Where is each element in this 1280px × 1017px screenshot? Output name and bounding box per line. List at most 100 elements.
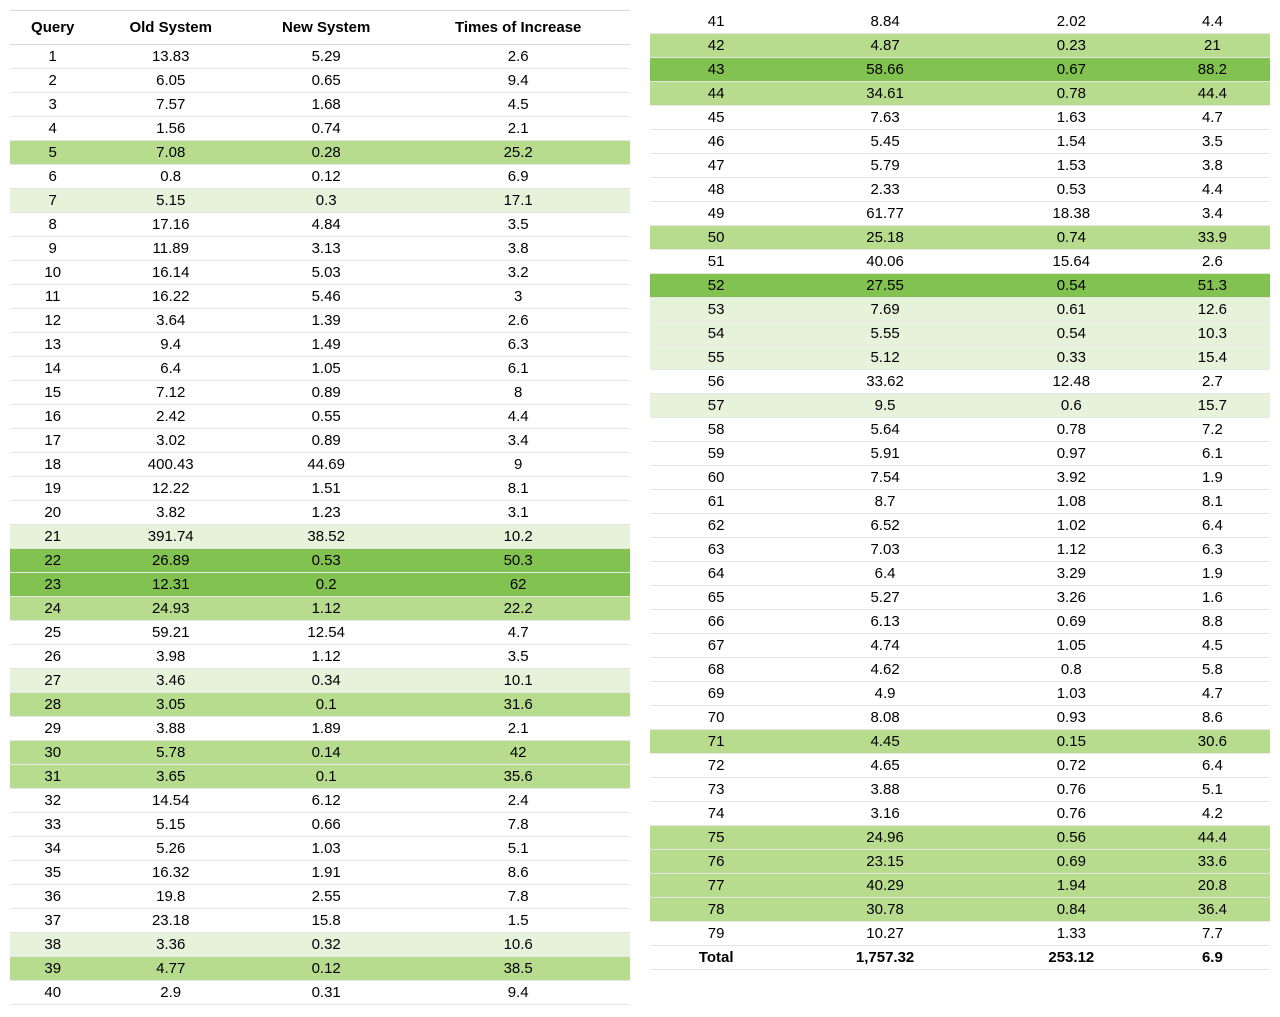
query-cell: 65 xyxy=(650,586,782,610)
query-cell: 6 xyxy=(10,165,95,189)
inc-cell: 7.8 xyxy=(406,885,630,909)
new-cell: 1.94 xyxy=(988,874,1155,898)
table-row: 465.451.543.5 xyxy=(650,130,1270,154)
table-row: 579.50.615.7 xyxy=(650,394,1270,418)
old-cell: 59.21 xyxy=(95,621,246,645)
old-cell: 10.27 xyxy=(782,922,988,946)
table-row: 655.273.261.6 xyxy=(650,586,1270,610)
old-cell: 3.88 xyxy=(782,778,988,802)
inc-cell: 7.7 xyxy=(1155,922,1270,946)
old-cell: 26.89 xyxy=(95,549,246,573)
table-row: 555.120.3315.4 xyxy=(650,346,1270,370)
inc-cell: 42 xyxy=(406,741,630,765)
inc-cell: 44.4 xyxy=(1155,826,1270,850)
inc-cell: 35.6 xyxy=(406,765,630,789)
inc-cell: 8.6 xyxy=(406,861,630,885)
inc-cell: 3.4 xyxy=(1155,202,1270,226)
inc-cell: 9.4 xyxy=(406,69,630,93)
tables-wrap: QueryOld SystemNew SystemTimes of Increa… xyxy=(10,10,1270,1005)
inc-cell: 6.1 xyxy=(1155,442,1270,466)
table-row: 7910.271.337.7 xyxy=(650,922,1270,946)
query-cell: 26 xyxy=(10,645,95,669)
query-cell: 3 xyxy=(10,93,95,117)
table-row: 545.550.5410.3 xyxy=(650,322,1270,346)
table-row: 335.150.667.8 xyxy=(10,813,630,837)
old-cell: 5.45 xyxy=(782,130,988,154)
table-row: 173.020.893.4 xyxy=(10,429,630,453)
perf-table-left: QueryOld SystemNew SystemTimes of Increa… xyxy=(10,10,630,1005)
query-cell: 1 xyxy=(10,45,95,69)
query-cell: 32 xyxy=(10,789,95,813)
query-cell: 60 xyxy=(650,466,782,490)
new-cell: 4.84 xyxy=(246,213,406,237)
old-cell: 4.9 xyxy=(782,682,988,706)
old-cell: 12.31 xyxy=(95,573,246,597)
query-cell: 45 xyxy=(650,106,782,130)
old-cell: 61.77 xyxy=(782,202,988,226)
old-cell: 6.05 xyxy=(95,69,246,93)
inc-cell: 2.6 xyxy=(406,45,630,69)
new-cell: 3.26 xyxy=(988,586,1155,610)
old-cell: 6.13 xyxy=(782,610,988,634)
query-cell: 70 xyxy=(650,706,782,730)
old-cell: 4.65 xyxy=(782,754,988,778)
inc-cell: 20.8 xyxy=(1155,874,1270,898)
inc-cell: 1.9 xyxy=(1155,466,1270,490)
total-new: 253.12 xyxy=(988,946,1155,970)
inc-cell: 1.5 xyxy=(406,909,630,933)
table-row: 283.050.131.6 xyxy=(10,693,630,717)
old-cell: 8.7 xyxy=(782,490,988,514)
inc-cell: 4.4 xyxy=(1155,10,1270,34)
old-cell: 3.02 xyxy=(95,429,246,453)
new-cell: 0.55 xyxy=(246,405,406,429)
old-cell: 24.93 xyxy=(95,597,246,621)
inc-cell: 3.5 xyxy=(406,645,630,669)
new-cell: 0.97 xyxy=(988,442,1155,466)
old-cell: 3.88 xyxy=(95,717,246,741)
new-cell: 38.52 xyxy=(246,525,406,549)
table-row: 41.560.742.1 xyxy=(10,117,630,141)
new-cell: 1.12 xyxy=(988,538,1155,562)
inc-cell: 31.6 xyxy=(406,693,630,717)
query-cell: 14 xyxy=(10,357,95,381)
table-row: 21391.7438.5210.2 xyxy=(10,525,630,549)
query-cell: 12 xyxy=(10,309,95,333)
table-row: 708.080.938.6 xyxy=(650,706,1270,730)
query-cell: 10 xyxy=(10,261,95,285)
inc-cell: 3.5 xyxy=(1155,130,1270,154)
table-row: 595.910.976.1 xyxy=(650,442,1270,466)
new-cell: 5.03 xyxy=(246,261,406,285)
new-cell: 0.74 xyxy=(988,226,1155,250)
old-cell: 17.16 xyxy=(95,213,246,237)
inc-cell: 4.7 xyxy=(1155,106,1270,130)
new-cell: 1.91 xyxy=(246,861,406,885)
old-cell: 7.63 xyxy=(782,106,988,130)
query-cell: 19 xyxy=(10,477,95,501)
inc-cell: 8 xyxy=(406,381,630,405)
inc-cell: 5.8 xyxy=(1155,658,1270,682)
new-cell: 0.72 xyxy=(988,754,1155,778)
inc-cell: 3.8 xyxy=(1155,154,1270,178)
old-cell: 7.57 xyxy=(95,93,246,117)
old-cell: 4.74 xyxy=(782,634,988,658)
inc-cell: 10.2 xyxy=(406,525,630,549)
old-cell: 58.66 xyxy=(782,58,988,82)
query-cell: 44 xyxy=(650,82,782,106)
query-cell: 36 xyxy=(10,885,95,909)
new-cell: 1.63 xyxy=(988,106,1155,130)
inc-cell: 6.9 xyxy=(406,165,630,189)
new-cell: 1.68 xyxy=(246,93,406,117)
table-row: 694.91.034.7 xyxy=(650,682,1270,706)
old-cell: 4.77 xyxy=(95,957,246,981)
old-cell: 8.08 xyxy=(782,706,988,730)
query-cell: 77 xyxy=(650,874,782,898)
table-row: 817.164.843.5 xyxy=(10,213,630,237)
table-row: 724.650.726.4 xyxy=(650,754,1270,778)
query-cell: 39 xyxy=(10,957,95,981)
query-cell: 58 xyxy=(650,418,782,442)
table-row: 383.360.3210.6 xyxy=(10,933,630,957)
inc-cell: 25.2 xyxy=(406,141,630,165)
table-row: 305.780.1442 xyxy=(10,741,630,765)
inc-cell: 8.1 xyxy=(406,477,630,501)
old-cell: 8.84 xyxy=(782,10,988,34)
